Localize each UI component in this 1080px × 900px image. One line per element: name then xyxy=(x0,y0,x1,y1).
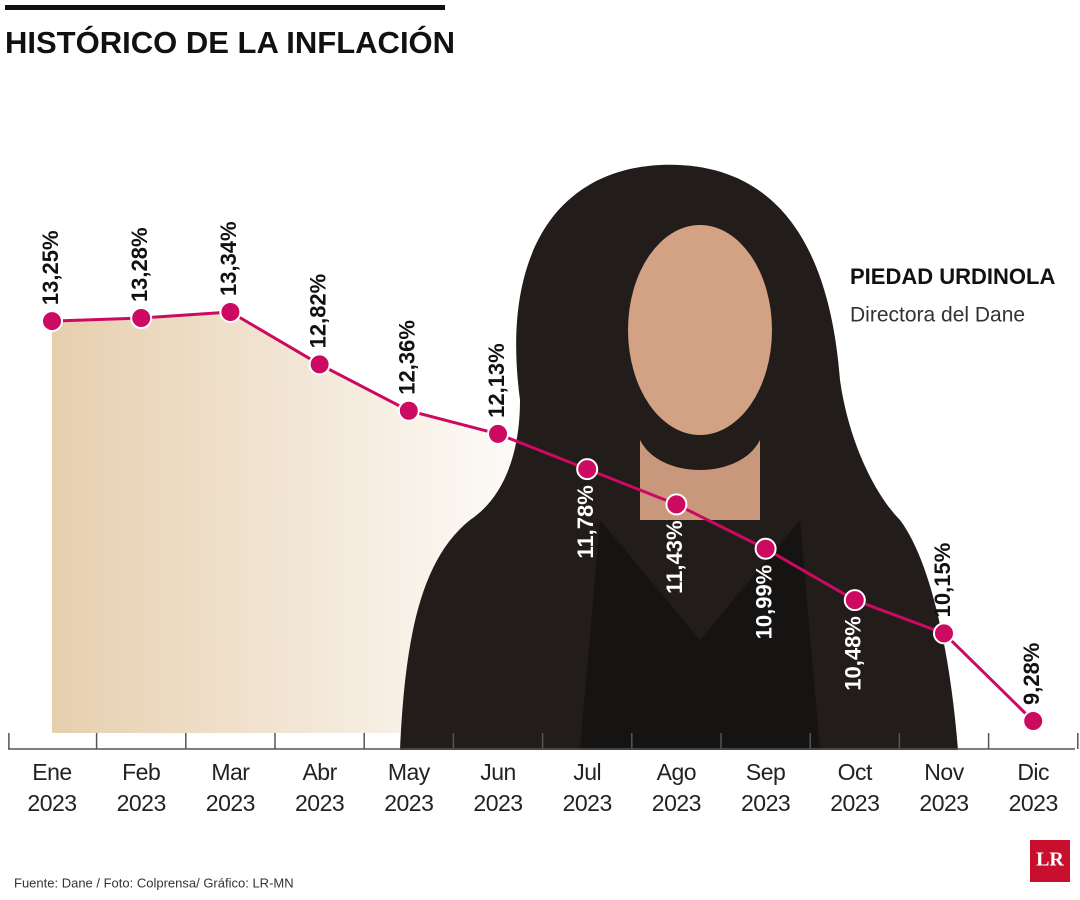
marker xyxy=(933,622,955,645)
x-tick-label: Jun 2023 xyxy=(473,759,523,816)
value-label: 12,36% xyxy=(395,320,420,395)
title-bar xyxy=(5,5,445,10)
x-tick-label: Oct 2023 xyxy=(830,759,880,816)
logo-box xyxy=(1030,840,1070,882)
value-label: 12,82% xyxy=(305,274,330,349)
x-tick-label: Nov 2023 xyxy=(919,759,969,816)
x-tick-label: Dic 2023 xyxy=(1008,759,1059,816)
marker xyxy=(487,422,509,445)
logo: LR xyxy=(1036,849,1064,871)
marker xyxy=(576,458,599,481)
value-label: 10,48% xyxy=(841,616,866,691)
value-label: 13,34% xyxy=(216,221,241,296)
marker xyxy=(843,589,866,612)
annotation-role: Directora del Dane xyxy=(850,304,1025,327)
marker xyxy=(130,307,153,330)
value-label: 10,99% xyxy=(751,565,776,640)
chart-title: HISTÓRICO DE LA INFLACIÓN xyxy=(5,24,455,60)
marker xyxy=(41,310,63,333)
marker xyxy=(397,399,420,422)
marker xyxy=(308,353,331,376)
value-label: 9,28% xyxy=(1019,643,1044,705)
x-tick-label: Feb 2023 xyxy=(116,759,167,816)
x-tick-label: Sep 2023 xyxy=(741,759,791,816)
x-tick-label: Jul 2023 xyxy=(562,759,613,816)
value-label: 10,15% xyxy=(930,543,955,618)
value-label: 11,78% xyxy=(573,485,598,558)
value-label: 13,25% xyxy=(38,230,63,305)
marker xyxy=(665,493,688,516)
x-tick-label: Ago 2023 xyxy=(651,759,702,816)
marker xyxy=(754,537,777,560)
value-label: 11,43% xyxy=(662,520,687,593)
photo-silhouette xyxy=(400,164,958,750)
marker xyxy=(1022,710,1045,732)
annotation-name: PIEDAD URDINOLA xyxy=(850,264,1055,289)
x-tick-label: Mar 2023 xyxy=(205,759,256,816)
marker xyxy=(219,301,242,323)
x-tick-label: Ene 2023 xyxy=(27,759,77,816)
value-label: 12,13% xyxy=(484,343,509,418)
x-tick-label: May 2023 xyxy=(384,759,434,816)
value-label: 13,28% xyxy=(127,227,152,302)
x-tick-label: Abr 2023 xyxy=(295,759,345,816)
line xyxy=(51,310,1035,723)
source: Fuente: Dane / Foto: Colprensa/ Gráfico:… xyxy=(14,875,294,890)
